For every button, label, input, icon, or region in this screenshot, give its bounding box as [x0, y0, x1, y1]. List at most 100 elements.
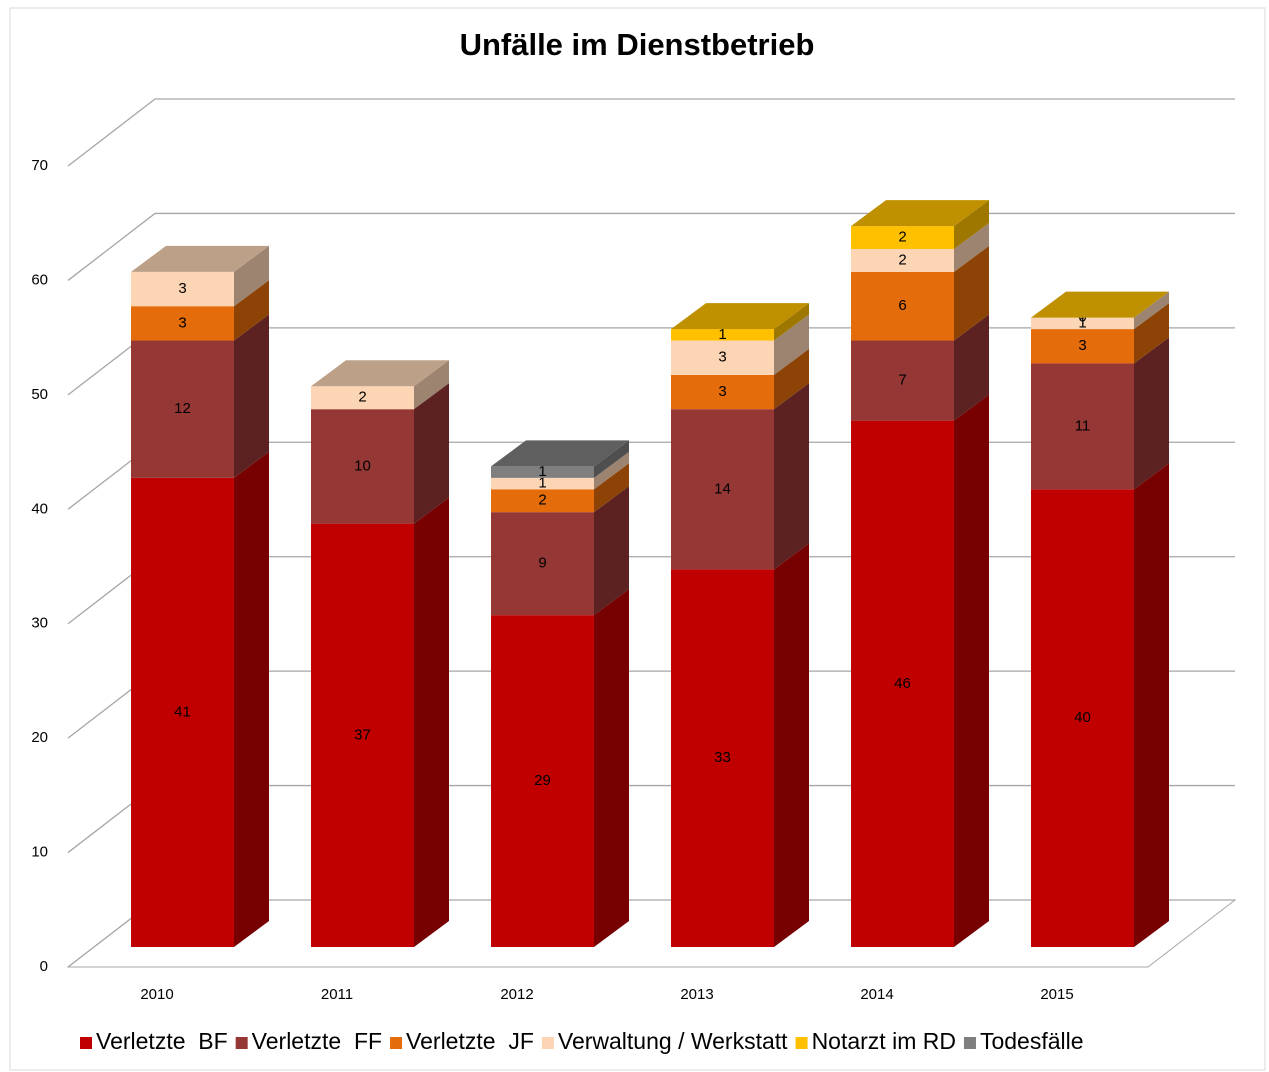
bar-segment	[671, 348, 809, 410]
bar-segment	[671, 543, 809, 947]
data-label: 3	[718, 383, 726, 400]
bar-face	[414, 360, 449, 410]
legend-swatch	[795, 1037, 808, 1049]
data-label: 2	[898, 251, 906, 268]
bar-segment	[311, 497, 449, 947]
legend-label: Notarzt im RD	[812, 1028, 956, 1054]
bar-face	[594, 486, 629, 616]
bar-face	[491, 489, 594, 513]
data-label: 1	[538, 463, 546, 480]
chart-title: Unfälle im Dienstbetrieb	[460, 27, 815, 62]
bar-face	[311, 386, 414, 410]
bar-face	[1031, 317, 1134, 330]
bar-face	[414, 497, 449, 947]
data-label: 2	[898, 229, 906, 246]
bar-top	[851, 200, 989, 227]
bar-face	[594, 451, 629, 490]
bar-face	[131, 271, 234, 307]
bar-segment	[671, 314, 809, 375]
bar-face	[774, 303, 809, 341]
bar-face	[774, 383, 809, 570]
bar-face	[131, 306, 234, 341]
legend-swatch	[80, 1037, 92, 1049]
bar-segment	[491, 486, 629, 616]
data-label: 7	[898, 372, 906, 389]
bar-segment	[1031, 291, 1169, 330]
bar-face	[851, 340, 954, 421]
y-tick-label: 60	[31, 271, 48, 288]
bar-face	[1031, 489, 1134, 947]
bar-segment	[851, 394, 989, 948]
bar-face	[1134, 303, 1169, 364]
data-label: 29	[534, 772, 551, 789]
legend-swatch	[235, 1037, 248, 1049]
bar-face	[1031, 363, 1134, 490]
data-label: 14	[714, 480, 731, 497]
bar-face	[954, 200, 989, 249]
bar-segment	[851, 245, 989, 341]
bar-face	[1134, 463, 1169, 947]
bar-segment	[1031, 337, 1169, 490]
bar-segment	[851, 314, 989, 421]
x-tick-label: 2011	[321, 986, 353, 1003]
data-label: 3	[178, 280, 186, 297]
data-label: 1	[538, 475, 546, 492]
y-tick-label: 70	[31, 157, 48, 174]
legend-label: Verletzte JF	[406, 1028, 534, 1054]
bar-segment	[131, 280, 269, 341]
bar-face	[1134, 337, 1169, 490]
bar-face	[774, 348, 809, 410]
y-tick-label: 10	[31, 844, 48, 861]
bar-face	[671, 329, 774, 341]
legend-swatch	[390, 1037, 403, 1049]
y-tick-label: 40	[31, 500, 48, 517]
bar-face	[131, 477, 234, 947]
data-label: 11	[1075, 417, 1091, 434]
bar-top	[1031, 291, 1169, 318]
bar-segment	[491, 440, 629, 478]
data-label: 41	[174, 703, 191, 720]
bar-face	[671, 340, 774, 375]
x-tick-label: 2012	[500, 986, 533, 1003]
legend-label: Verletzte FF	[252, 1028, 382, 1054]
y-tick-label: 20	[31, 729, 48, 746]
bar-face	[954, 245, 989, 341]
bar-segment	[491, 589, 629, 947]
data-label: 1	[718, 326, 726, 343]
bar-segment	[1031, 303, 1169, 364]
x-tick-label: 2013	[680, 986, 713, 1003]
data-label: 3	[1078, 337, 1086, 354]
bar-top	[131, 245, 269, 272]
bar-segment	[131, 314, 269, 478]
bar-face	[671, 374, 774, 410]
bar-face	[851, 420, 954, 948]
x-tick-label: 2015	[1040, 986, 1073, 1003]
legend-label: Todesfälle	[980, 1028, 1084, 1054]
bar-face	[851, 271, 954, 341]
legend-label: Verwaltung / Werkstatt	[558, 1028, 788, 1054]
bar-face	[954, 222, 989, 272]
bar-face	[594, 463, 629, 513]
data-label: 3	[178, 314, 186, 331]
bar-face	[234, 451, 269, 947]
x-tick-label: 2014	[860, 986, 893, 1003]
data-label: 6	[898, 297, 906, 314]
y-tick-label: 30	[31, 615, 48, 632]
bar-segment	[311, 383, 449, 524]
bar-face	[491, 477, 594, 490]
data-label: 33	[714, 749, 731, 766]
bar-segment	[671, 383, 809, 570]
bar-segment	[131, 245, 269, 307]
bar-face	[594, 589, 629, 947]
bar-face	[774, 314, 809, 375]
data-label: 37	[354, 726, 371, 743]
bar-segment	[311, 360, 449, 410]
bar-face	[671, 409, 774, 570]
bar-segment	[851, 222, 989, 272]
data-label: 2	[358, 389, 366, 406]
bar-face	[954, 394, 989, 948]
data-label: 3	[718, 349, 726, 366]
bar-face	[954, 314, 989, 421]
bar-face	[1134, 291, 1169, 330]
